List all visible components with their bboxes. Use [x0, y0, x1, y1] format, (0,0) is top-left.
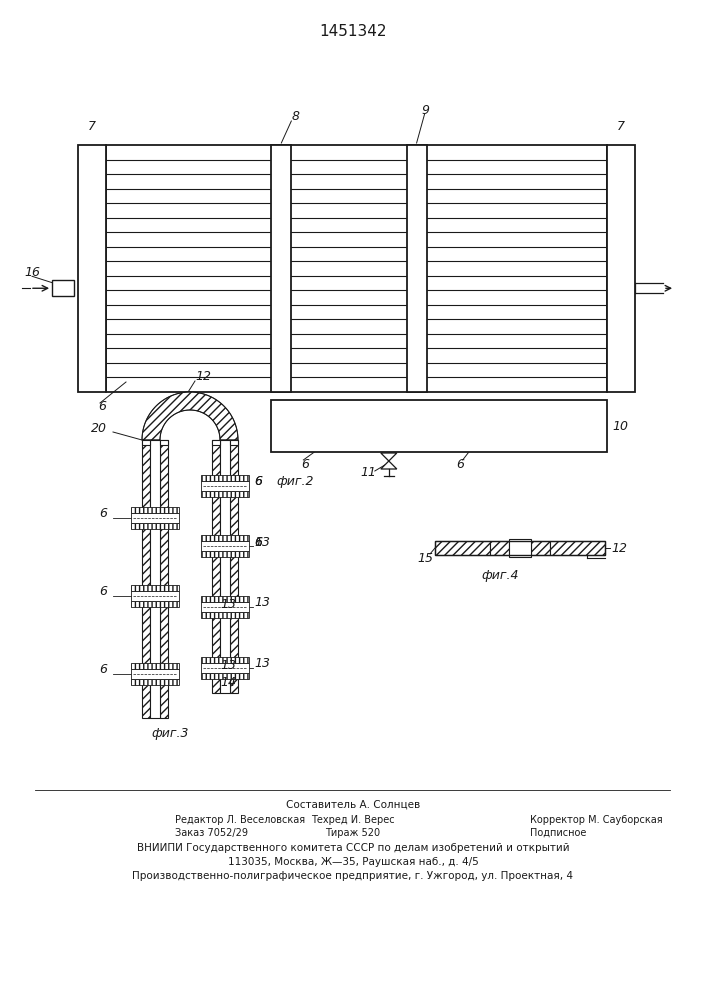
Text: 6: 6 — [99, 663, 107, 676]
Text: 20: 20 — [91, 422, 107, 434]
Text: Подписное: Подписное — [530, 828, 586, 838]
Text: 6: 6 — [99, 507, 107, 520]
Bar — [131, 663, 179, 669]
Text: Редактор Л. Веселовская: Редактор Л. Веселовская — [175, 815, 305, 825]
Bar — [142, 440, 150, 445]
Text: 9: 9 — [421, 104, 430, 116]
Bar — [201, 475, 249, 481]
Text: 12: 12 — [611, 542, 627, 554]
Bar — [160, 440, 168, 718]
Text: фиг.3: фиг.3 — [151, 726, 189, 740]
Text: 6: 6 — [254, 475, 262, 488]
Text: 14: 14 — [220, 676, 236, 690]
Bar — [52, 280, 74, 296]
Bar — [201, 596, 249, 602]
Bar — [131, 679, 179, 685]
Bar — [271, 145, 291, 392]
Bar — [131, 585, 179, 591]
Bar — [131, 591, 179, 601]
Text: 13: 13 — [220, 659, 236, 672]
Bar — [201, 602, 249, 612]
Bar — [212, 440, 220, 693]
Text: 13: 13 — [254, 596, 270, 609]
Text: Составитель А. Солнцев: Составитель А. Солнцев — [286, 800, 420, 810]
Bar — [201, 481, 249, 491]
Bar — [550, 541, 605, 555]
Bar — [509, 539, 531, 557]
Text: Заказ 7052/29: Заказ 7052/29 — [175, 828, 248, 838]
Text: Корректор М. Сауборская: Корректор М. Сауборская — [530, 815, 662, 825]
Text: 15: 15 — [417, 552, 433, 564]
Polygon shape — [142, 392, 238, 440]
Polygon shape — [381, 461, 397, 469]
Bar — [490, 541, 509, 555]
Text: 6: 6 — [456, 458, 464, 471]
Text: 6: 6 — [98, 400, 106, 414]
Text: 13: 13 — [254, 657, 270, 670]
Bar — [201, 673, 249, 679]
Text: 6: 6 — [99, 585, 107, 598]
Bar — [531, 541, 550, 555]
Text: 8: 8 — [291, 110, 299, 123]
Polygon shape — [381, 453, 397, 461]
Bar — [212, 440, 220, 445]
Bar — [78, 145, 106, 392]
Text: Производственно-полиграфическое предприятие, г. Ужгород, ул. Проектная, 4: Производственно-полиграфическое предприя… — [132, 871, 573, 881]
Bar — [201, 612, 249, 618]
Text: 12: 12 — [195, 370, 211, 383]
Text: Тираж 520: Тираж 520 — [325, 828, 380, 838]
Text: фиг.4: фиг.4 — [481, 570, 519, 582]
Text: Техред И. Верес: Техред И. Верес — [311, 815, 395, 825]
Bar — [607, 145, 635, 392]
Bar — [131, 507, 179, 513]
Bar — [407, 145, 426, 392]
Text: 6: 6 — [254, 475, 262, 488]
Text: 13: 13 — [254, 536, 270, 549]
Text: фиг.2: фиг.2 — [276, 476, 314, 488]
Text: 11: 11 — [361, 466, 377, 480]
Text: 10: 10 — [612, 420, 628, 432]
Text: 6: 6 — [301, 458, 310, 471]
Bar — [435, 541, 605, 555]
Text: 7: 7 — [88, 120, 96, 133]
Bar — [201, 491, 249, 497]
Bar — [106, 145, 607, 392]
Bar — [131, 523, 179, 529]
Text: 7: 7 — [617, 120, 625, 133]
Bar — [131, 669, 179, 679]
Text: 1451342: 1451342 — [320, 24, 387, 39]
Text: 16: 16 — [24, 266, 40, 279]
Bar — [131, 513, 179, 523]
Bar — [271, 400, 607, 452]
Bar — [201, 541, 249, 551]
Bar — [435, 541, 490, 555]
Text: 6: 6 — [254, 536, 262, 549]
Text: 6: 6 — [254, 536, 262, 549]
Text: 13: 13 — [220, 598, 236, 611]
Bar — [201, 551, 249, 557]
Text: 113035, Москва, Ж—35, Раушская наб., д. 4/5: 113035, Москва, Ж—35, Раушская наб., д. … — [228, 857, 479, 867]
Bar — [150, 440, 160, 718]
Text: ВНИИПИ Государственного комитета СССР по делам изобретений и открытий: ВНИИПИ Государственного комитета СССР по… — [136, 843, 569, 853]
Bar — [220, 440, 230, 693]
Bar — [201, 663, 249, 673]
Bar — [201, 535, 249, 541]
Bar — [131, 601, 179, 607]
Bar — [201, 657, 249, 663]
Bar — [142, 440, 150, 718]
Bar — [160, 440, 168, 445]
Bar — [230, 440, 238, 445]
Bar — [230, 440, 238, 693]
